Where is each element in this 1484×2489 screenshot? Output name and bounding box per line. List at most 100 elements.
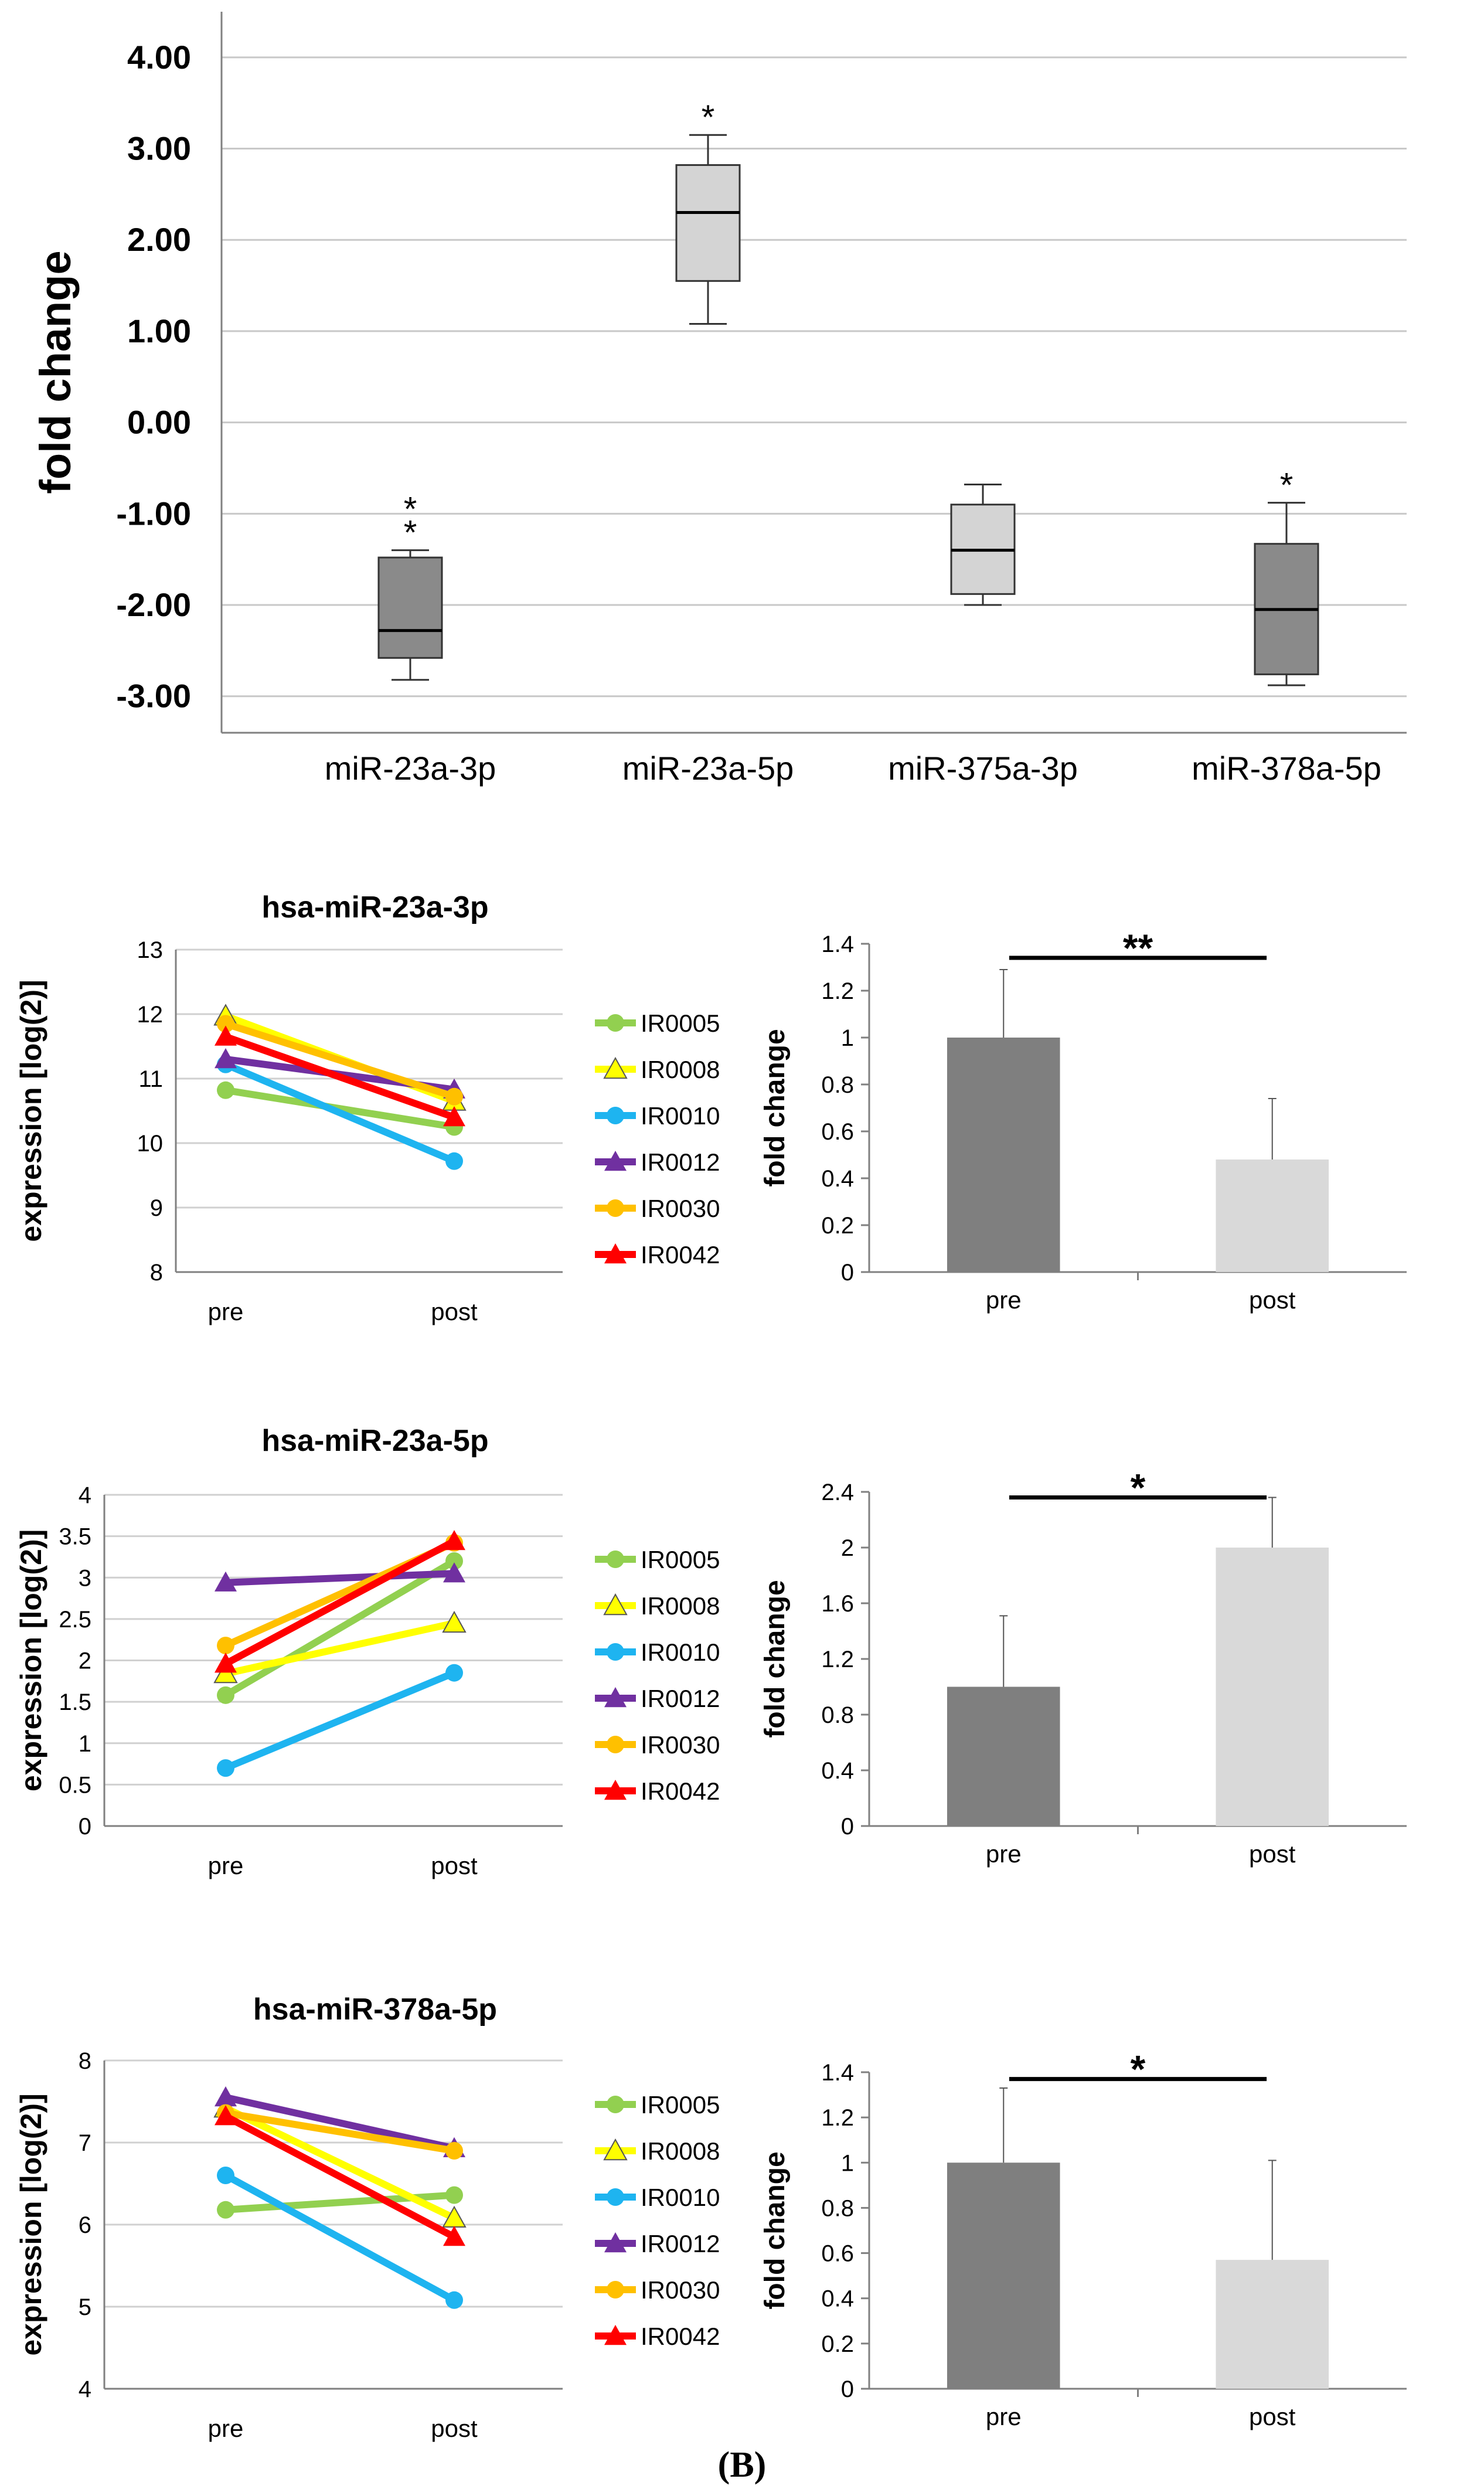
bar xyxy=(1216,1160,1329,1272)
series-line xyxy=(222,2109,458,2154)
significance-marker: * xyxy=(702,98,715,137)
y-tick-label: 1.2 xyxy=(821,1647,854,1672)
y-tick-label: 0 xyxy=(841,2376,854,2402)
x-tick-label: pre xyxy=(208,1852,244,1879)
y-tick-label: 9 xyxy=(150,1195,163,1221)
legend-label: IR0008 xyxy=(641,2137,720,2165)
legend-label: IR0012 xyxy=(641,1685,720,1712)
y-tick-label: 0.4 xyxy=(821,1758,854,1784)
x-tick-label: post xyxy=(1249,1286,1296,1314)
y-tick-label: 0 xyxy=(841,1814,854,1839)
x-tick-label: post xyxy=(431,1298,478,1325)
data-point xyxy=(217,1015,234,1033)
y-axis-label: expression [log(2)] xyxy=(15,1529,47,1791)
x-tick-label: miR-378a-5p xyxy=(1192,750,1381,787)
legend-marker xyxy=(607,1014,624,1032)
legend-marker xyxy=(607,2281,624,2298)
data-point xyxy=(443,1530,465,1550)
line-chart-mir-23a-3p: 8 9 10 11 12 13 hsa-miR-23a-3p expression [log(… xyxy=(15,890,720,1325)
significance-marker: * xyxy=(1131,2048,1146,2091)
y-tick-label: 1.4 xyxy=(821,931,854,957)
y-tick-label: 0.6 xyxy=(821,2241,854,2267)
series-line xyxy=(222,1060,458,1165)
x-tick-label: miR-23a-3p xyxy=(325,750,496,787)
y-tick-label: 7 xyxy=(79,2130,91,2156)
series-line xyxy=(222,1086,458,1131)
legend-label: IR0008 xyxy=(641,1056,720,1083)
legend-label: IR0042 xyxy=(641,1241,720,1269)
series-line xyxy=(222,1020,458,1100)
y-tick-label: 8 xyxy=(150,1260,163,1286)
y-tick-label: 4 xyxy=(79,2376,91,2402)
y-tick-label: -1.00 xyxy=(116,495,191,532)
legend-label: IR0042 xyxy=(641,1777,720,1805)
data-point xyxy=(215,1048,237,1069)
y-tick-label: 3.00 xyxy=(127,130,191,167)
x-tick-label: pre xyxy=(986,1840,1022,1868)
legend-marker xyxy=(607,1550,624,1568)
data-point xyxy=(443,2226,465,2246)
y-tick-label: 1.5 xyxy=(59,1689,91,1715)
data-point xyxy=(443,1562,465,1583)
y-axis-label: expression [log(2)] xyxy=(15,980,47,1242)
y-axis-label: fold change xyxy=(31,250,80,494)
data-point xyxy=(217,1637,234,1655)
legend-marker xyxy=(603,1593,628,1616)
y-axis-label: fold change xyxy=(760,2151,791,2309)
y-tick-label: 1 xyxy=(79,1731,91,1757)
series-line xyxy=(222,1558,458,1699)
box xyxy=(377,556,443,659)
y-tick-label: 10 xyxy=(137,1131,164,1157)
bar xyxy=(1216,1548,1329,1826)
data-point xyxy=(442,1610,467,1633)
legend-label: IR0030 xyxy=(641,1731,720,1759)
y-tick-label: 0.6 xyxy=(821,1119,854,1145)
legend-marker xyxy=(607,1199,624,1217)
legend-label: IR0030 xyxy=(641,2276,720,2304)
y-tick-label: -2.00 xyxy=(116,586,191,623)
significance-marker: ** xyxy=(1123,926,1153,970)
data-point xyxy=(445,2291,463,2309)
legend-marker xyxy=(604,1687,627,1708)
series-line xyxy=(222,2172,458,2304)
y-tick-label: 1.2 xyxy=(821,2105,854,2131)
y-tick-label: 1 xyxy=(841,1025,854,1051)
data-point xyxy=(217,1081,234,1099)
data-point xyxy=(215,1571,237,1592)
legend-label: IR0010 xyxy=(641,2184,720,2211)
x-tick-label: pre xyxy=(208,2415,244,2442)
legend-marker xyxy=(604,2325,627,2345)
series-line xyxy=(222,1669,458,1772)
y-tick-label: 6 xyxy=(79,2212,91,2238)
legend-label: IR0005 xyxy=(641,2091,720,2119)
y-tick-label: 13 xyxy=(137,937,164,963)
line-chart-mir-23a-5p: 0 0.5 1 1.5 2 2.5 3 3.5 4 hsa-miR-23a-5p expressio… xyxy=(15,1424,720,1879)
y-tick-label: 2 xyxy=(841,1535,854,1561)
x-tick-label: post xyxy=(431,1852,478,1879)
data-point xyxy=(215,2086,237,2107)
legend-label: IR0008 xyxy=(641,1592,720,1620)
y-tick-label: 0.00 xyxy=(127,404,191,441)
legend-marker xyxy=(604,1243,627,1264)
y-tick-label: 1.2 xyxy=(821,978,854,1004)
series-line xyxy=(222,1033,458,1121)
data-point xyxy=(217,1686,234,1704)
boxplot-chart: -3.00 -2.00 -1.00 0.00 1.00 2.00 3.00 4.00 fold … xyxy=(31,12,1407,787)
y-tick-label: 0.5 xyxy=(59,1772,91,1798)
legend-label: IR0005 xyxy=(641,1546,720,1573)
x-tick-label: pre xyxy=(208,1298,244,1325)
series-line xyxy=(222,1619,458,1678)
series-line xyxy=(222,1538,458,1668)
significance-marker: * xyxy=(1131,1466,1146,1509)
y-tick-label: 12 xyxy=(137,1002,164,1028)
data-point xyxy=(445,1664,463,1682)
bar-chart-mir-378a-5p: 0 0.2 0.4 0.6 0.8 1 1.2 1.4 fold change pre post * xyxy=(760,2048,1407,2430)
data-point xyxy=(217,2167,234,2184)
y-tick-label: 11 xyxy=(138,1066,163,1092)
data-point xyxy=(445,1552,463,1570)
significance-marker: * xyxy=(404,514,417,552)
data-point xyxy=(445,1152,463,1170)
legend-marker xyxy=(604,2232,627,2253)
bar xyxy=(947,1038,1060,1272)
